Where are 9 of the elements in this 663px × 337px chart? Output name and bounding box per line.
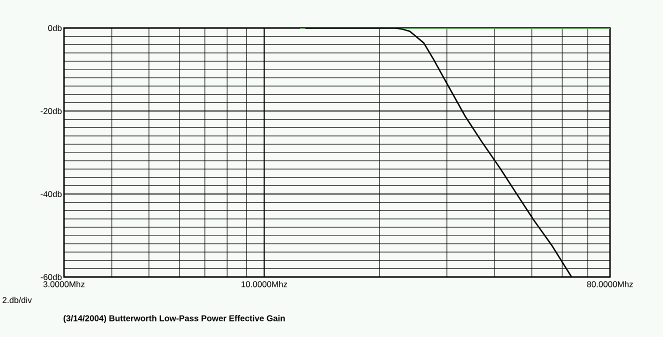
x-tick-label: 80.0000Mhz <box>587 281 633 288</box>
y-tick-label: -60db <box>40 274 62 280</box>
y-tick-label: 0db <box>48 24 62 32</box>
text: (3/14/2004) Butterworth Low-Pass Power Effective Gain <box>64 315 285 323</box>
y-tick-label: -40db <box>40 190 62 198</box>
x-tick-label: 10.0000Mhz <box>242 281 288 288</box>
y-tick-label: -20db <box>40 108 62 114</box>
text: 2.db/div <box>2 296 32 304</box>
x-tick-label: 3.0000Mhz <box>43 281 85 288</box>
